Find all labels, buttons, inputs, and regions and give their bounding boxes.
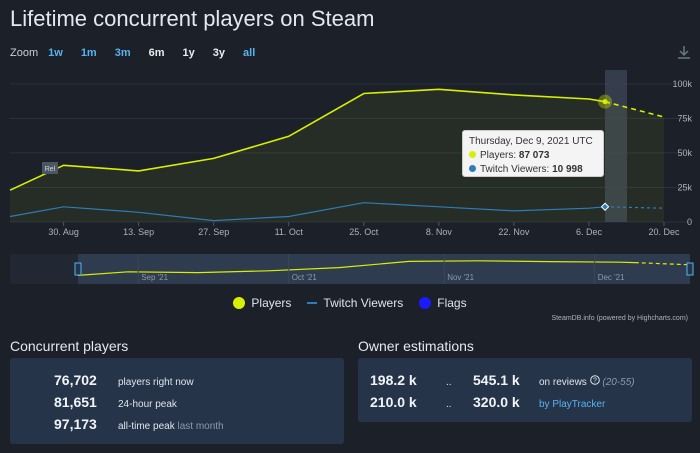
- chart-grid: [10, 83, 690, 223]
- navigator-window[interactable]: [78, 254, 690, 284]
- owner-estimations-panel: 198.2 k .. 545.1 k on reviews ? (20-55) …: [358, 358, 692, 422]
- navigator-forecast: [634, 262, 691, 266]
- zoom-3y-button[interactable]: 3y: [212, 47, 226, 59]
- zoom-1m-button[interactable]: 1m: [80, 47, 97, 59]
- concurrent-players-title: Concurrent players: [10, 338, 129, 354]
- zoom-all-button[interactable]: all: [243, 47, 256, 59]
- x-tick-label: 27. Sep: [198, 227, 229, 237]
- y-tick-label: 25k: [677, 182, 692, 192]
- flag-label: Rel: [45, 166, 56, 173]
- x-tick-label: 13. Sep: [123, 227, 154, 237]
- chart-tooltip: Thursday, Dec 9, 2021 UTC Players: 87 07…: [462, 130, 604, 177]
- question-circle-icon[interactable]: ?: [589, 375, 600, 385]
- tooltip-twitch-row: Twitch Viewers: 10 998: [469, 163, 597, 177]
- owner-estimations-title: Owner estimations: [358, 338, 474, 354]
- twitch-legend-icon: [307, 302, 318, 304]
- chart-credit[interactable]: SteamDB.info (powered by Highcharts.com): [551, 315, 688, 322]
- y-tick-label: 0: [687, 217, 692, 227]
- players-series-forecast: [604, 100, 665, 118]
- navigator-right-handle[interactable]: [686, 262, 694, 276]
- zoom-1w-button[interactable]: 1w: [48, 47, 63, 59]
- tooltip-players-value: 87 073: [518, 150, 550, 161]
- players-dot-icon: [469, 151, 476, 158]
- stat-row: 76,702 players right now: [54, 372, 194, 388]
- tooltip-twitch-value: 10 998: [552, 164, 583, 175]
- x-tick-label: 25. Oct: [349, 227, 379, 237]
- zoom-1y-button[interactable]: 1y: [182, 47, 195, 59]
- zoom-controls: Zoom 1w 1m 3m 6m 1y 3y all: [10, 47, 273, 59]
- x-tick-label: 11. Oct: [275, 227, 304, 237]
- navigator-line: [77, 260, 635, 276]
- stat-row: 81,651 24-hour peak: [54, 394, 177, 410]
- navigator-tick-label: Dec '21: [598, 273, 625, 282]
- x-tick-label: 22. Nov: [498, 227, 530, 237]
- flag-marker: Rel: [42, 162, 58, 174]
- x-tick-label: 8. Nov: [426, 227, 453, 237]
- hover-band: [605, 70, 627, 222]
- navigator-left-handle[interactable]: [74, 262, 82, 276]
- twitch-hover-point: [600, 202, 610, 212]
- legend-players[interactable]: Players: [233, 296, 291, 310]
- y-tick-label: 75k: [677, 113, 692, 123]
- flags-legend-icon: [419, 297, 432, 309]
- playtracker-link[interactable]: by PlayTracker: [539, 399, 606, 410]
- estimate-row: 198.2 k .. 545.1 k on reviews ? (20-55): [370, 372, 635, 388]
- x-tick-label: 20. Dec: [648, 227, 680, 237]
- legend-flags[interactable]: Flags: [419, 296, 467, 310]
- navigator-tick-label: Nov '21: [447, 273, 474, 282]
- twitch-series-line: [9, 202, 606, 222]
- zoom-6m-button[interactable]: 6m: [148, 47, 165, 59]
- players-hover-point-core: [602, 99, 608, 105]
- stat-row: 97,173 all-time peak last month: [54, 416, 224, 432]
- chart-legend: Players Twitch Viewers Flags: [0, 296, 700, 310]
- twitch-dot-icon: [469, 165, 476, 172]
- y-tick-label: 50k: [677, 148, 692, 158]
- players-legend-icon: [233, 297, 246, 309]
- players-series-line: [9, 88, 606, 191]
- zoom-label: Zoom: [10, 47, 39, 59]
- players-area: [10, 89, 664, 222]
- players-chart: 100k 75k 50k 25k 0 30. Aug 13. Sep 27. Sep 11. …: [9, 70, 694, 284]
- x-tick-label: 30. Aug: [48, 227, 79, 237]
- navigator: Sep '21 Oct '21 Nov '21 Dec '21: [10, 254, 694, 284]
- svg-text:?: ?: [593, 378, 597, 385]
- y-tick-label: 100k: [672, 79, 692, 89]
- tooltip-players-row: Players: 87 073: [469, 149, 597, 163]
- tooltip-date: Thursday, Dec 9, 2021 UTC: [469, 136, 593, 147]
- estimate-row: 210.0 k .. 320.0 k by PlayTracker: [370, 394, 606, 410]
- zoom-3m-button[interactable]: 3m: [114, 47, 131, 59]
- navigator-tick-label: Oct '21: [292, 273, 318, 282]
- navigator-tick-label: Sep '21: [141, 273, 168, 282]
- x-tick-label: 6. Dec: [576, 227, 603, 237]
- legend-twitch[interactable]: Twitch Viewers: [307, 296, 403, 310]
- download-icon[interactable]: [676, 44, 692, 60]
- concurrent-players-panel: 76,702 players right now 81,651 24-hour …: [10, 358, 344, 444]
- twitch-series-forecast: [604, 206, 665, 209]
- page-title: Lifetime concurrent players on Steam: [10, 6, 375, 31]
